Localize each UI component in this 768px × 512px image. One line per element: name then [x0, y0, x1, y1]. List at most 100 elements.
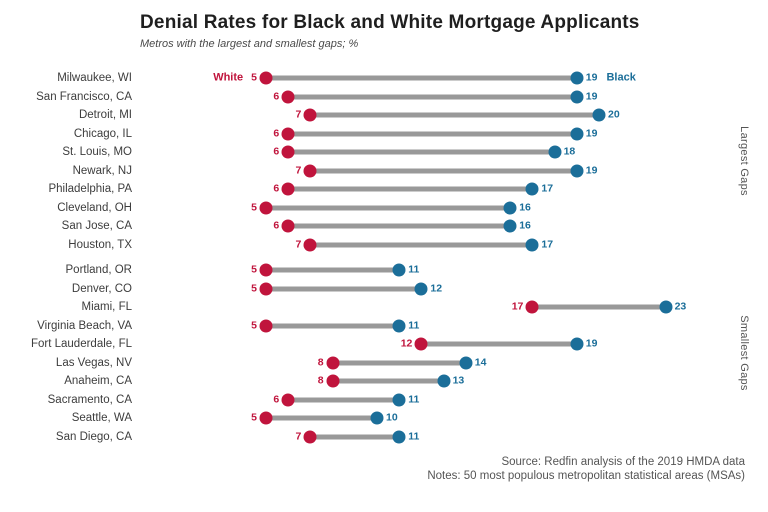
- chart-row: Detroit, MI 7 20: [0, 106, 710, 125]
- black-value: 11: [408, 430, 420, 443]
- black-value-group: 23: [675, 301, 687, 313]
- black-value-group: 17: [541, 238, 553, 250]
- chart-title: Denial Rates for Black and White Mortgag…: [140, 12, 640, 33]
- black-dot: [392, 319, 406, 333]
- row-plot: 6 11: [155, 391, 710, 410]
- chart-row: Seattle, WA 5 10: [0, 409, 710, 428]
- black-value-group: 16: [519, 220, 531, 232]
- white-value: 5: [251, 282, 257, 295]
- black-value: 23: [674, 300, 687, 313]
- dumbbell-bar: [310, 168, 577, 174]
- row-plot: 6 16: [155, 217, 710, 236]
- white-value-group: 8: [318, 375, 324, 387]
- chart-row: Philadelphia, PA 6 17: [0, 180, 710, 199]
- white-value-group: 6: [273, 90, 279, 102]
- white-value-group: 6: [273, 183, 279, 195]
- white-dot: [326, 374, 340, 388]
- white-value-group: 5: [251, 282, 257, 294]
- dumbbell-bar: [266, 75, 577, 81]
- white-value-group: 5: [251, 264, 257, 276]
- black-dot: [570, 164, 584, 178]
- row-label: Sacramento, CA: [47, 393, 132, 406]
- white-dot: [414, 337, 428, 351]
- row-plot: 6 19: [155, 125, 710, 144]
- white-value: 7: [295, 430, 302, 443]
- white-value-group: 7: [296, 164, 302, 176]
- chart-row: San Diego, CA 7 11: [0, 428, 710, 447]
- white-value-group: 6: [273, 146, 279, 158]
- white-dot: [259, 263, 273, 277]
- chart-row: Portland, OR 5 11: [0, 261, 710, 280]
- row-label: Milwaukee, WI: [57, 72, 132, 85]
- black-value: 11: [408, 319, 420, 332]
- white-value-group: 8: [318, 356, 324, 368]
- black-value-group: 11: [408, 393, 419, 405]
- black-value: 13: [452, 374, 465, 387]
- black-dot: [414, 282, 428, 296]
- dumbbell-bar: [288, 186, 533, 192]
- row-label: St. Louis, MO: [62, 146, 132, 159]
- black-dot: [392, 263, 406, 277]
- chart-row: Fort Lauderdale, FL 12 19: [0, 335, 710, 354]
- black-value-group: 16: [519, 201, 531, 213]
- white-dot: [281, 145, 295, 159]
- row-label: San Diego, CA: [55, 430, 132, 443]
- chart-row: Virginia Beach, VA 5 11: [0, 317, 710, 336]
- white-dot: [259, 319, 273, 333]
- white-series-label: White: [213, 71, 244, 84]
- black-value-group: 20: [608, 109, 620, 121]
- white-dot: [303, 430, 317, 444]
- chart-row: Sacramento, CA 6 11: [0, 391, 710, 410]
- black-value-group: 11: [408, 319, 419, 331]
- black-series-label: Black: [606, 71, 636, 84]
- row-label: Portland, OR: [65, 264, 132, 277]
- white-value: 5: [251, 411, 257, 424]
- black-dot: [570, 337, 584, 351]
- row-plot: 5 10: [155, 409, 710, 428]
- white-value: 7: [295, 238, 302, 251]
- chart-row: San Francisco, CA 6 19: [0, 88, 710, 107]
- white-value: 7: [295, 108, 302, 121]
- dumbbell-bar: [288, 223, 511, 229]
- black-dot: [570, 90, 584, 104]
- white-dot: [259, 411, 273, 425]
- black-dot: [370, 411, 384, 425]
- white-value-group: 6: [273, 393, 279, 405]
- white-dot: [303, 164, 317, 178]
- black-value-group: 19: [586, 164, 598, 176]
- white-dot: [259, 282, 273, 296]
- white-value: 8: [317, 356, 324, 369]
- white-value: 5: [251, 71, 257, 84]
- row-plot: 8 14: [155, 354, 710, 373]
- row-label: San Jose, CA: [61, 220, 132, 233]
- black-dot: [525, 238, 539, 252]
- black-value: 14: [474, 356, 487, 369]
- black-dot: [503, 219, 517, 233]
- row-label: Newark, NJ: [72, 164, 132, 177]
- black-value: 10: [386, 411, 398, 424]
- black-value-group: 19 Black: [586, 72, 636, 84]
- black-value: 12: [430, 282, 443, 295]
- dumbbell-bar: [288, 131, 577, 137]
- dumbbell-bar: [266, 205, 511, 211]
- row-label: Chicago, IL: [73, 127, 132, 140]
- black-value: 16: [519, 201, 531, 214]
- black-dot: [503, 201, 517, 215]
- row-plot: 6 18: [155, 143, 710, 162]
- black-value: 19: [585, 127, 598, 140]
- white-dot: [326, 356, 340, 370]
- white-value-group: 17: [512, 301, 524, 313]
- black-value-group: 19: [586, 127, 598, 139]
- chart-row: Miami, FL 17 23: [0, 298, 710, 317]
- black-dot: [570, 127, 584, 141]
- black-dot: [525, 182, 539, 196]
- black-value: 19: [585, 164, 598, 177]
- row-label: Houston, TX: [68, 238, 132, 251]
- row-label: Virginia Beach, VA: [37, 319, 132, 332]
- chart-row: Houston, TX 7 17: [0, 236, 710, 255]
- white-value: 5: [251, 263, 257, 276]
- dumbbell-bar: [266, 267, 400, 273]
- white-value: 6: [273, 127, 280, 140]
- dumbbell-bar: [266, 415, 377, 421]
